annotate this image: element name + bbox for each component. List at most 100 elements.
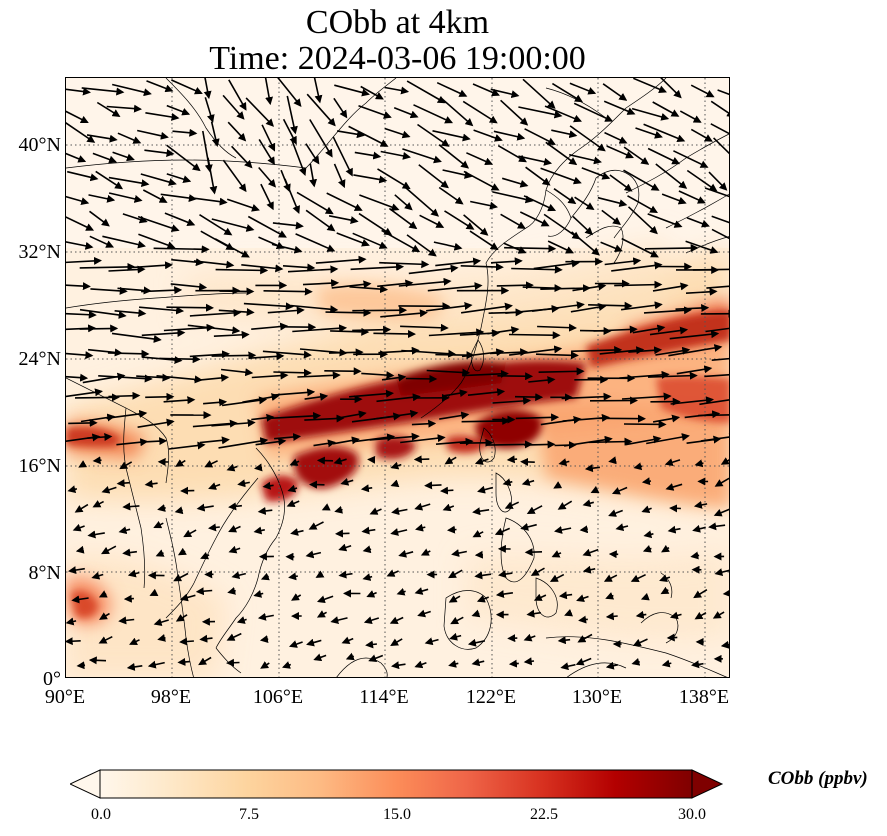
wind-arrow bbox=[508, 659, 519, 668]
wind-arrow bbox=[336, 410, 367, 420]
wind-arrow bbox=[623, 169, 660, 191]
wind-arrow bbox=[260, 572, 270, 581]
wind-arrow bbox=[66, 617, 77, 626]
wind-arrow bbox=[237, 479, 250, 488]
wind-arrow bbox=[380, 309, 428, 318]
wind-arrow bbox=[171, 258, 204, 267]
wind-arrow bbox=[553, 481, 563, 489]
wind-arrow bbox=[713, 137, 729, 155]
wind-arrow bbox=[524, 548, 543, 557]
wind-arrow bbox=[708, 171, 728, 191]
wind-arrow bbox=[690, 551, 700, 560]
wind-arrow bbox=[166, 173, 192, 183]
wind-arrow bbox=[286, 95, 298, 135]
wind-arrow bbox=[66, 122, 96, 143]
wind-arrow bbox=[136, 373, 171, 382]
wind-arrow bbox=[477, 485, 494, 494]
wind-arrow bbox=[469, 230, 499, 251]
wind-arrow bbox=[700, 433, 729, 442]
wind-arrow bbox=[641, 505, 652, 514]
wind-arrow bbox=[366, 590, 377, 598]
wind-arrow bbox=[547, 240, 575, 254]
wind-arrow bbox=[66, 310, 97, 319]
wind-arrow bbox=[621, 392, 672, 401]
wind-arrow bbox=[313, 439, 336, 448]
wind-arrow bbox=[390, 461, 402, 470]
wind-arrow bbox=[504, 244, 557, 253]
wind-arrow bbox=[369, 432, 420, 441]
wind-arrow bbox=[415, 523, 426, 532]
wind-arrow bbox=[373, 329, 416, 338]
wind-arrow bbox=[582, 499, 594, 508]
wind-arrow bbox=[558, 591, 573, 600]
wind-arrow bbox=[471, 609, 481, 618]
colorbar-tick-22-5: 22.5 bbox=[530, 806, 558, 823]
wind-arrow bbox=[449, 632, 462, 641]
wind-arrow bbox=[588, 301, 633, 310]
wind-arrow bbox=[335, 529, 350, 538]
lon-tick-138: 138°E bbox=[678, 686, 730, 708]
wind-arrow bbox=[74, 503, 89, 513]
wind-arrow bbox=[153, 618, 169, 627]
wind-arrow bbox=[599, 346, 645, 355]
wind-arrow bbox=[514, 393, 544, 402]
wind-arrow bbox=[414, 587, 429, 595]
wind-arrow bbox=[147, 660, 165, 669]
wind-arrow bbox=[593, 325, 638, 334]
wind-arrow bbox=[544, 105, 582, 123]
wind-arrow bbox=[717, 89, 729, 96]
wind-arrow bbox=[490, 88, 520, 99]
colorbar-extend-max bbox=[691, 769, 724, 799]
wind-arrow bbox=[166, 303, 214, 312]
wind-arrow bbox=[338, 570, 353, 579]
wind-arrow bbox=[444, 210, 475, 230]
wind-arrow bbox=[625, 435, 662, 446]
wind-arrow bbox=[304, 392, 329, 401]
wind-arrow bbox=[526, 609, 542, 618]
wind-arrow bbox=[108, 192, 143, 203]
wind-arrow bbox=[605, 612, 618, 621]
wind-arrow bbox=[630, 573, 646, 582]
wind-arrow bbox=[72, 523, 85, 532]
wind-arrow bbox=[247, 215, 287, 238]
wind-arrow bbox=[286, 499, 300, 508]
wind-arrow bbox=[620, 301, 663, 311]
wind-arrow bbox=[221, 368, 254, 377]
wind-arrow bbox=[179, 637, 194, 646]
wind-arrow bbox=[401, 349, 457, 358]
wind-arrow bbox=[358, 212, 393, 236]
wind-arrow bbox=[194, 373, 230, 382]
wind-arrow bbox=[98, 635, 113, 644]
wind-arrow bbox=[490, 257, 523, 266]
wind-arrow bbox=[668, 344, 723, 357]
wind-arrow bbox=[273, 368, 312, 377]
wind-arrow bbox=[435, 437, 474, 446]
wind-arrow bbox=[670, 396, 714, 405]
wind-arrow bbox=[444, 456, 457, 465]
wind-arrow bbox=[660, 78, 682, 99]
wind-arrow bbox=[164, 212, 196, 227]
wind-arrow bbox=[127, 569, 140, 578]
wind-arrow bbox=[348, 125, 389, 147]
wind-arrow bbox=[108, 391, 141, 400]
wind-arrow bbox=[106, 409, 148, 420]
wind-arrow bbox=[107, 349, 150, 358]
wind-arrow bbox=[341, 636, 354, 645]
wind-arrow bbox=[632, 638, 648, 647]
wind-arrow bbox=[426, 368, 471, 377]
wind-arrow bbox=[471, 658, 485, 667]
wind-arrow bbox=[79, 262, 136, 271]
wind-arrow bbox=[448, 569, 463, 579]
lon-tick-114: 114°E bbox=[359, 686, 409, 708]
wind-arrow bbox=[258, 166, 277, 188]
wind-arrow bbox=[384, 127, 411, 139]
wind-arrow bbox=[705, 327, 729, 333]
wind-arrow bbox=[360, 85, 384, 100]
wind-arrow bbox=[570, 303, 607, 313]
lon-tick-106: 106°E bbox=[252, 686, 304, 708]
wind-arrow bbox=[627, 195, 658, 213]
wind-arrow bbox=[400, 434, 446, 444]
wind-arrow bbox=[253, 590, 264, 598]
wind-arrow bbox=[604, 257, 642, 266]
wind-arrow bbox=[447, 525, 457, 534]
